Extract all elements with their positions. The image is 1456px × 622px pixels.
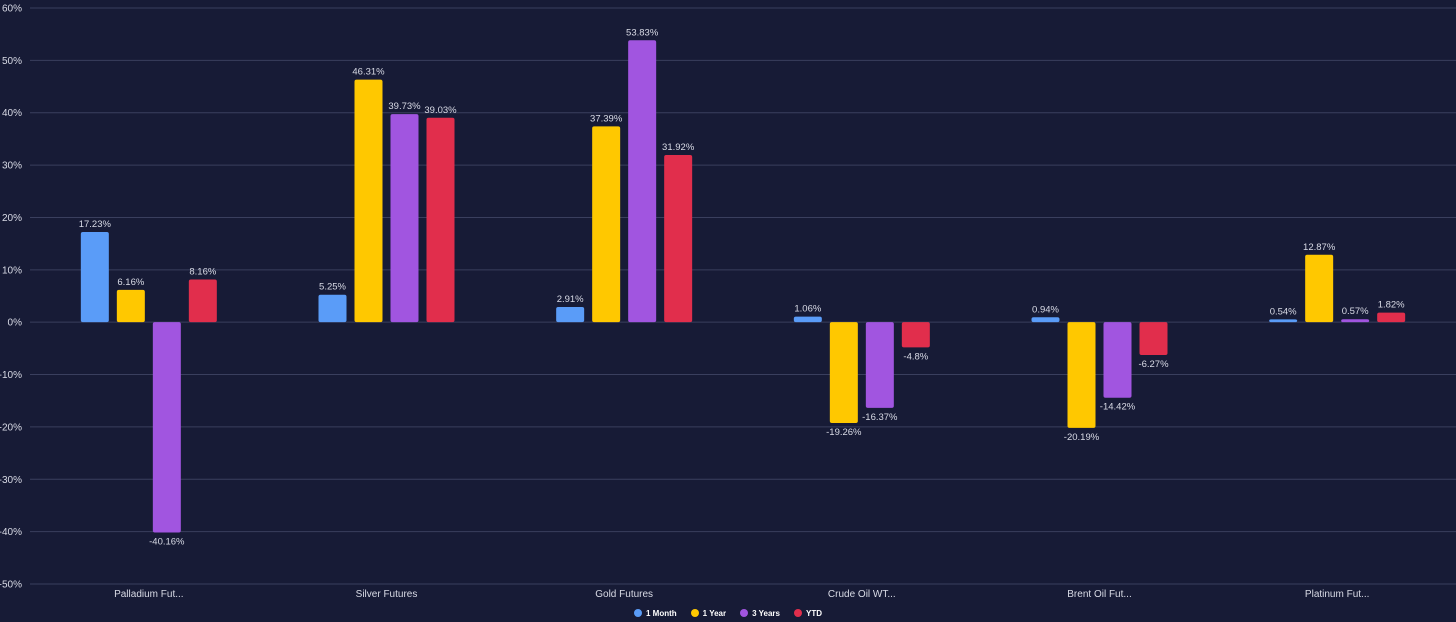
bar-ytd-platinum-fut (1377, 312, 1406, 323)
data-label-1-year: 12.87% (1303, 242, 1336, 253)
bar-ytd-silver-futures (426, 117, 455, 323)
x-category-label: Gold Futures (595, 589, 653, 600)
y-tick-label: 20% (2, 213, 22, 224)
y-tick-label: 0% (8, 318, 23, 329)
bar-3-years-platinum-fut (1341, 319, 1370, 323)
data-label-ytd: 39.03% (424, 105, 457, 116)
legend-label-ytd: YTD (806, 608, 822, 618)
data-label-3-years: 0.57% (1342, 306, 1369, 317)
bar-3-years-silver-futures (390, 114, 419, 323)
y-tick-label: -20% (0, 422, 22, 433)
legend: 1 Month 1 Year 3 Years YTD (0, 605, 1456, 621)
data-label-3-years: -14.42% (1100, 402, 1136, 413)
data-label-1-year: -20.19% (1064, 432, 1100, 443)
bar-3-years-gold-futures (628, 40, 657, 323)
bar-chart: 60% 50% 40% 30% 20% 10% 0% -10% -20% -30% -40% -50%… (0, 4, 1456, 601)
data-label-1-month: 5.25% (319, 282, 346, 293)
bar-1-month-gold-futures (556, 306, 585, 323)
bar-3-years-brent-oil-fut (1103, 322, 1132, 398)
bar-3-years-crude-oil-wt (865, 322, 894, 408)
data-label-1-year: 6.16% (117, 277, 144, 288)
data-label-3-years: -16.37% (862, 412, 898, 423)
legend-item-ytd[interactable]: YTD (794, 609, 822, 618)
legend-item-1-month[interactable]: 1 Month (634, 609, 677, 618)
data-label-3-years: 53.83% (626, 27, 659, 38)
bar-1-month-palladium-fut (80, 231, 109, 323)
legend-marker-1-year (690, 609, 699, 617)
bar-1-month-crude-oil-wt (793, 316, 822, 323)
data-label-1-year: 46.31% (352, 67, 385, 78)
data-label-1-month: 0.94% (1032, 304, 1059, 315)
bar-1-year-platinum-fut (1305, 254, 1334, 323)
y-tick-label: 60% (2, 4, 22, 15)
bars-layer (80, 40, 1406, 533)
data-label-1-month: 0.54% (1270, 306, 1297, 317)
y-tick-label: 10% (2, 265, 22, 276)
data-label-ytd: 31.92% (662, 142, 695, 153)
data-label-1-month: 2.91% (557, 294, 584, 305)
x-category-label: Brent Oil Fut... (1067, 589, 1131, 600)
data-label-ytd: 8.16% (189, 266, 216, 277)
bar-ytd-crude-oil-wt (901, 322, 930, 348)
data-label-1-year: -19.26% (826, 427, 862, 438)
data-label-ytd: -6.27% (1138, 359, 1169, 370)
y-tick-label: 50% (2, 56, 22, 67)
bar-1-month-platinum-fut (1269, 319, 1298, 323)
y-tick-label: -50% (0, 580, 22, 591)
bar-1-month-silver-futures (318, 294, 347, 323)
bar-1-year-crude-oil-wt (829, 322, 858, 424)
bar-1-year-gold-futures (592, 126, 621, 323)
legend-marker-ytd (794, 609, 802, 617)
y-tick-label: 40% (2, 108, 22, 119)
data-label-1-year: 37.39% (590, 113, 623, 124)
legend-marker-1-month (634, 609, 642, 617)
data-label-ytd: 1.82% (1378, 300, 1405, 311)
data-label-1-month: 17.23% (79, 219, 112, 230)
legend-item-3-years[interactable]: 3 Years (740, 609, 780, 618)
bar-1-year-brent-oil-fut (1067, 322, 1096, 428)
legend-item-1-year[interactable]: 1 Year (690, 608, 727, 618)
x-category-label: Silver Futures (356, 589, 418, 600)
bar-1-month-brent-oil-fut (1031, 317, 1060, 323)
bar-ytd-brent-oil-fut (1139, 322, 1168, 356)
y-tick-label: -40% (0, 527, 22, 538)
bar-1-year-silver-futures (354, 79, 383, 323)
legend-label-3-years: 3 Years (752, 608, 780, 618)
y-tick-label: -10% (0, 370, 22, 381)
grid-layer (30, 7, 1456, 585)
bar-ytd-gold-futures (664, 155, 693, 323)
x-category-label: Crude Oil WT... (828, 589, 896, 600)
data-label-ytd: -4.8% (903, 351, 928, 362)
legend-marker-3-years (740, 609, 749, 617)
x-category-label: Palladium Fut... (114, 589, 183, 600)
legend-label-1-month: 1 Month (646, 608, 677, 618)
x-category-label: Platinum Fut... (1305, 589, 1369, 600)
data-label-3-years: 39.73% (388, 101, 421, 112)
bar-ytd-palladium-fut (188, 279, 217, 323)
bar-1-year-palladium-fut (116, 289, 145, 323)
y-tick-label: 30% (2, 161, 22, 172)
data-label-3-years: -40.16% (149, 536, 185, 547)
y-tick-label: -30% (0, 475, 22, 486)
legend-label-1-year: 1 Year (702, 608, 727, 618)
bar-3-years-palladium-fut (152, 322, 181, 533)
labels-layer: 60% 50% 40% 30% 20% 10% 0% -10% -20% -30% -40% -50%… (0, 4, 1405, 601)
data-label-1-month: 1.06% (794, 304, 821, 315)
